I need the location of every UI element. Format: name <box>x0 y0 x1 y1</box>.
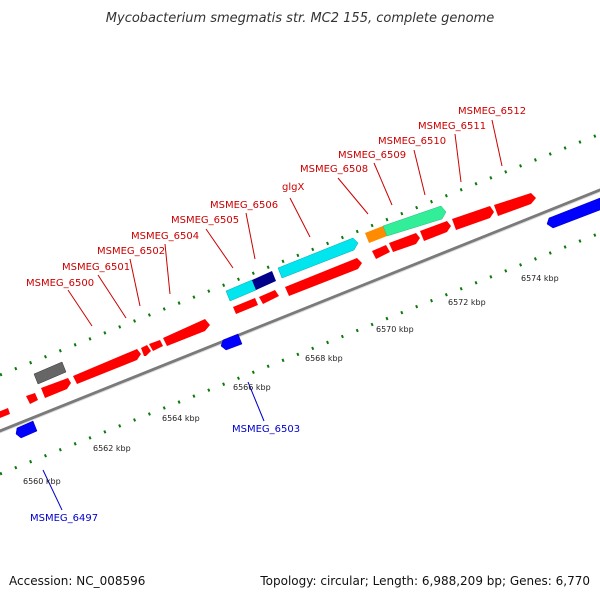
gene-arrow-forward[interactable] <box>0 408 10 418</box>
gene-label-msmeg-6508[interactable]: MSMEG_6508 <box>300 164 368 175</box>
gene-arrow-reverse[interactable] <box>546 197 600 229</box>
gene-arrow-forward[interactable] <box>365 226 387 243</box>
reverse-label-leaders <box>42 381 265 511</box>
gene-arrow-reverse[interactable] <box>220 333 243 351</box>
gene-label-msmeg-6511[interactable]: MSMEG_6511 <box>418 121 486 132</box>
gene-arrow-forward[interactable] <box>41 378 71 398</box>
gene-label-msmeg-6509[interactable]: MSMEG_6509 <box>338 150 406 161</box>
gene-arrow-forward[interactable] <box>252 271 276 290</box>
forward-label-leaders <box>67 119 503 327</box>
gene-arrow-forward[interactable] <box>277 237 359 279</box>
gene-label-msmeg-6505[interactable]: MSMEG_6505 <box>171 215 239 226</box>
gene-arrow-forward[interactable] <box>26 393 38 404</box>
axis-tick-labels: 6560 kbp 6562 kbp 6564 kbp 6566 kbp 6568… <box>23 274 559 486</box>
gene-arrow-forward[interactable] <box>149 340 163 351</box>
gene-arrow-forward[interactable] <box>382 205 447 237</box>
gene-label-msmeg-6503[interactable]: MSMEG_6503 <box>232 424 300 435</box>
gene-arrow-forward[interactable] <box>420 221 451 241</box>
forward-genes-outer <box>33 205 447 385</box>
tick-label-6566: 6566 kbp <box>233 383 271 392</box>
gene-label-msmeg-6512[interactable]: MSMEG_6512 <box>458 106 526 117</box>
tick-label-6568: 6568 kbp <box>305 354 343 363</box>
gene-arrow-forward[interactable] <box>372 245 390 259</box>
gene-label-msmeg-6497[interactable]: MSMEG_6497 <box>30 513 98 524</box>
tick-label-6560: 6560 kbp <box>23 477 61 486</box>
forward-gene-labels: MSMEG_6500 MSMEG_6501 MSMEG_6502 MSMEG_6… <box>26 106 526 289</box>
genome-backbone <box>0 188 600 434</box>
tick-label-6570: 6570 kbp <box>376 325 414 334</box>
gene-arrow-forward[interactable] <box>389 233 420 252</box>
tick-label-6562: 6562 kbp <box>93 444 131 453</box>
reverse-genes <box>15 197 600 439</box>
gene-arrow-reverse[interactable] <box>15 420 38 439</box>
gene-arrow-forward[interactable] <box>33 361 67 385</box>
gene-arrow-forward[interactable] <box>233 298 258 314</box>
gene-label-msmeg-6502[interactable]: MSMEG_6502 <box>97 246 165 257</box>
gene-arrow-forward[interactable] <box>73 349 141 384</box>
genome-summary-text: Topology: circular; Length: 6,988,209 bp… <box>259 574 590 588</box>
gene-label-msmeg-6501[interactable]: MSMEG_6501 <box>62 262 130 273</box>
map-title: Mycobacterium smegmatis str. MC2 155, co… <box>106 11 494 26</box>
accession-text: Accession: NC_008596 <box>9 574 145 588</box>
tick-label-6564: 6564 kbp <box>162 414 200 423</box>
gene-label-glgx[interactable]: glgX <box>282 182 304 193</box>
gene-arrow-forward[interactable] <box>494 193 536 216</box>
gene-arrow-forward[interactable] <box>285 258 362 296</box>
gene-label-msmeg-6504[interactable]: MSMEG_6504 <box>131 231 199 242</box>
gene-arrow-forward[interactable] <box>163 319 210 346</box>
gene-arrow-forward[interactable] <box>452 206 494 230</box>
gene-arrow-forward[interactable] <box>141 345 151 356</box>
gene-label-msmeg-6506[interactable]: MSMEG_6506 <box>210 200 278 211</box>
gene-arrow-forward[interactable] <box>259 290 279 304</box>
reverse-gene-labels: MSMEG_6497 MSMEG_6503 <box>30 424 300 524</box>
tick-label-6572: 6572 kbp <box>448 298 486 307</box>
forward-genes-inner <box>0 193 536 418</box>
gene-label-msmeg-6510[interactable]: MSMEG_6510 <box>378 136 446 147</box>
gene-arrow-forward[interactable] <box>225 279 257 302</box>
gene-label-msmeg-6500[interactable]: MSMEG_6500 <box>26 278 94 289</box>
tick-label-6574: 6574 kbp <box>521 274 559 283</box>
